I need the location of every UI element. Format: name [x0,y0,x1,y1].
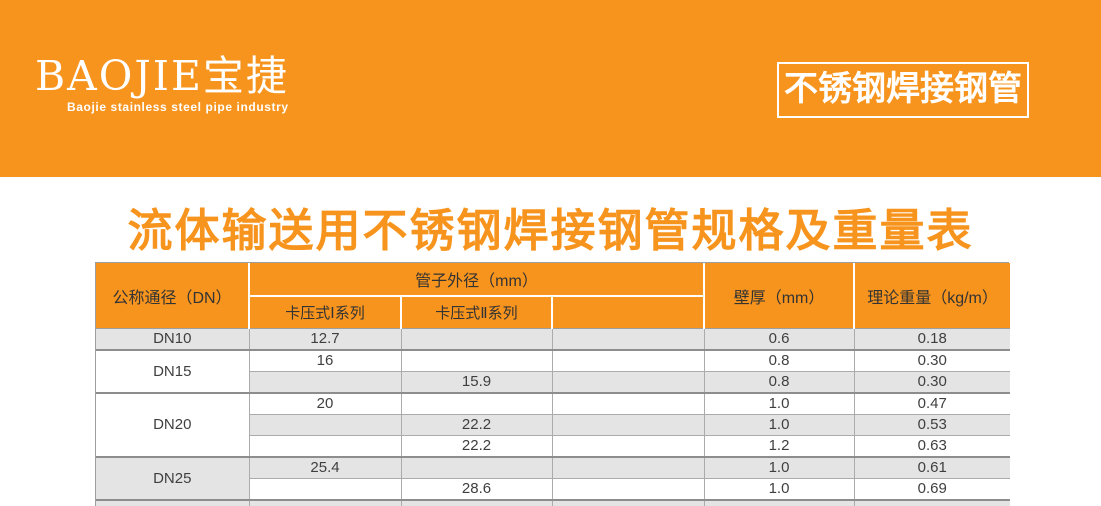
table-row: 22.2 1.2 0.63 [96,435,1011,458]
cell-series1 [249,435,402,458]
cell-series2: 15.9 [400,371,553,394]
header-outer-diameter-group: 管子外径（mm） [247,263,706,297]
header-press-series-1: 卡压式Ⅰ系列 [248,295,402,329]
company-logo: BAOJIE宝捷 Baojie stainless steel pipe ind… [35,54,289,114]
cell-series1: 16 [248,349,402,372]
cell-weight: 0.69 [853,478,1011,501]
table-row: DN10 12.7 0.6 0.18 [96,328,1011,351]
cell-weight: 0.53 [853,414,1011,436]
cell-blank [551,328,705,351]
cell-wall: 0.6 [703,328,855,351]
cell-series1: 12.7 [248,328,402,351]
cell-weight: 0.30 [853,371,1011,394]
cell-weight: 0.47 [853,392,1011,415]
spec-table: 公称通径（DN） 管子外径（mm） 壁厚（mm） 理论重量（kg/m） 卡压式Ⅰ… [95,262,1011,506]
cell-series1 [249,414,402,436]
cell-blank [551,435,705,458]
logo-wordmark: BAOJIE宝捷 [35,52,289,100]
cell-series2: 22.2 [400,435,553,458]
cell-wall: 1.0 [703,456,855,479]
cell-wall: 1.0 [703,392,855,415]
header-row-1: 公称通径（DN） 管子外径（mm） 壁厚（mm） 理论重量（kg/m） [96,263,1011,329]
cell-blank [551,456,705,479]
cell-dn: DN15 [96,349,250,394]
table-row: DN15 16 0.8 0.30 [96,349,1011,394]
header-banner: BAOJIE宝捷 Baojie stainless steel pipe ind… [0,0,1101,177]
cell-blank [551,414,705,436]
cell-dn: DN10 [96,328,250,351]
product-category-badge: 不锈钢焊接钢管 [777,62,1029,118]
cell-wall: 1.2 [703,435,855,458]
cell-blank [551,478,705,501]
cell-series2 [400,349,553,372]
header-wall-thickness: 壁厚（mm） [703,263,856,329]
cell-series2: 28.6 [400,478,553,501]
cell-wall: 0.8 [703,349,855,372]
cell-weight: 0.61 [853,456,1011,479]
cell-wall: 1.0 [703,414,855,436]
cell-blank [551,349,705,372]
header-blank-cell [550,295,706,329]
cell-blank [551,392,705,415]
cell-series1: 20 [248,392,402,415]
table-row: 28.6 1.0 0.69 [96,478,1011,501]
table-row: DN25 25.4 1.0 0.61 [96,456,1011,501]
cell-weight: 0.30 [853,349,1011,372]
cell-weight: 0.18 [853,328,1011,351]
cell-blank [551,371,705,394]
table-row: 15.9 0.8 0.30 [96,371,1011,394]
cell-series1: 25.4 [248,456,402,479]
cell-series1 [249,371,402,394]
table-row-clipped [96,499,1011,506]
table-row: DN20 20 1.0 0.47 [96,392,1011,458]
logo-tagline: Baojie stainless steel pipe industry [67,100,289,114]
header-theoretical-weight: 理论重量（kg/m） [853,263,1011,329]
cell-wall: 1.0 [703,478,855,501]
cell-series2: 22.2 [400,414,553,436]
cell-series2 [400,328,553,351]
cell-dn: DN25 [96,456,250,501]
cell-weight: 0.63 [853,435,1011,458]
header-nominal-diameter: 公称通径（DN） [96,263,250,329]
header-press-series-2: 卡压式Ⅱ系列 [400,295,553,329]
cell-dn: DN20 [96,392,250,458]
cell-wall: 0.8 [703,371,855,394]
table-row: 22.2 1.0 0.53 [96,414,1011,436]
cell-series2 [400,456,553,479]
page-title: 流体输送用不锈钢焊接钢管规格及重量表 [127,205,974,256]
cell-series2 [400,392,553,415]
header-row-2: 卡压式Ⅰ系列 卡压式Ⅱ系列 [96,295,1010,329]
cell-series1 [249,478,402,501]
